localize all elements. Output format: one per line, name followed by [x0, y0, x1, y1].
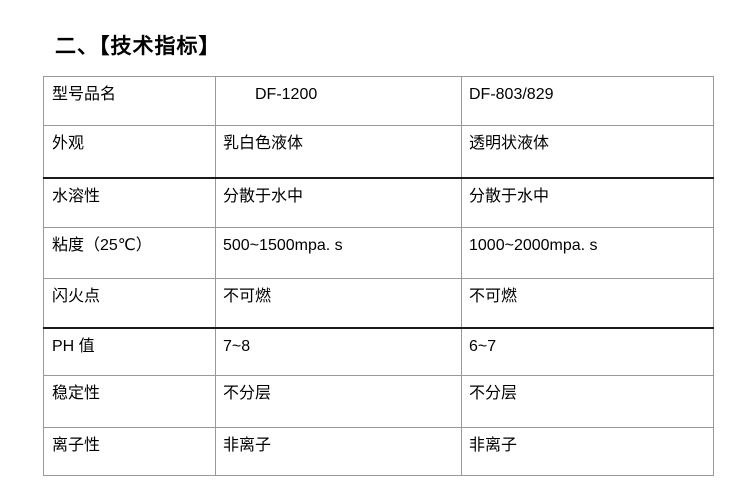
spec-label-cell: 离子性: [43, 427, 216, 476]
spec-value-cell-df803: 分散于水中: [461, 176, 714, 228]
spec-value-cell-df1200: 不分层: [215, 375, 462, 428]
spec-value-cell-df1200: 500~1500mpa. s: [215, 227, 462, 279]
spec-value-cell-df803: 透明状液体: [461, 125, 714, 178]
spec-label-cell: 稳定性: [43, 375, 216, 428]
table-row-model-name: 型号品名 DF-1200 DF-803/829: [43, 76, 714, 126]
table-row-stability: 稳定性 不分层 不分层: [43, 375, 714, 428]
table-row-viscosity: 粘度（25℃） 500~1500mpa. s 1000~2000mpa. s: [43, 227, 714, 279]
spec-label-cell: 水溶性: [43, 176, 216, 228]
spec-label-cell: 外观: [43, 125, 216, 178]
spec-value-cell-df1200: DF-1200: [215, 76, 462, 126]
table-row-appearance: 外观 乳白色液体 透明状液体: [43, 125, 714, 178]
spec-label-cell: 闪火点: [43, 278, 216, 328]
spec-value-cell-df1200: 不可燃: [215, 278, 462, 328]
spec-label-cell: 型号品名: [43, 76, 216, 126]
spec-label-cell: 粘度（25℃）: [43, 227, 216, 279]
spec-value-cell-df803: 6~7: [461, 326, 714, 376]
spec-table: 型号品名 DF-1200 DF-803/829 外观 乳白色液体 透明状液体 水…: [43, 76, 714, 476]
spec-value-cell-df803: 1000~2000mpa. s: [461, 227, 714, 279]
spec-value-cell-df803: 非离子: [461, 427, 714, 476]
table-row-ph: PH 值 7~8 6~7: [43, 326, 714, 376]
spec-value-cell-df803: 不分层: [461, 375, 714, 428]
section-heading: 二、【技术指标】: [55, 35, 221, 58]
spec-value-cell-df1200: 7~8: [215, 326, 462, 376]
spec-value-cell-df1200: 非离子: [215, 427, 462, 476]
spec-value-cell-df803: DF-803/829: [461, 76, 714, 126]
spec-value-cell-df803: 不可燃: [461, 278, 714, 328]
table-row-ionicity: 离子性 非离子 非离子: [43, 427, 714, 476]
table-row-water-solubility: 水溶性 分散于水中 分散于水中: [43, 176, 714, 228]
spec-label-cell: PH 值: [43, 326, 216, 376]
spec-value-cell-df1200: 分散于水中: [215, 176, 462, 228]
table-row-flash-point: 闪火点 不可燃 不可燃: [43, 278, 714, 328]
spec-value-cell-df1200: 乳白色液体: [215, 125, 462, 178]
